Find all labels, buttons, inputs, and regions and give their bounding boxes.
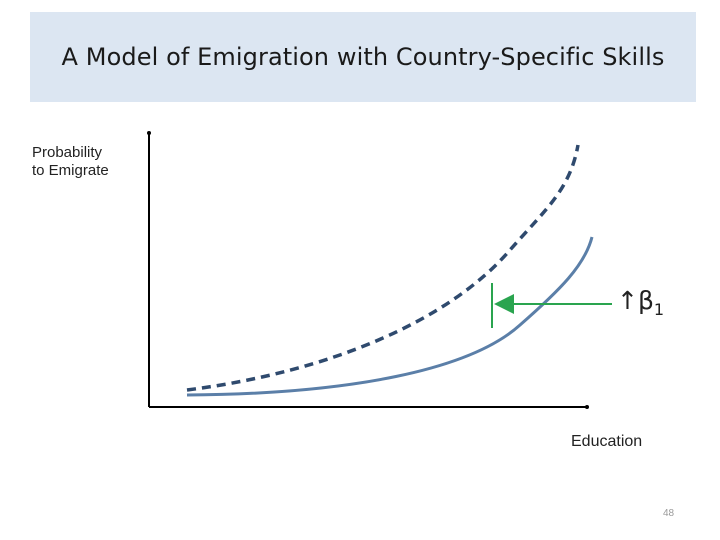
x-axis-tip (585, 405, 589, 409)
beta-shift-label: ↑β1 (617, 286, 664, 319)
baseline-curve (186, 236, 594, 397)
dashed-shifted-curve (186, 144, 580, 392)
beta-symbol: ↑β (617, 286, 654, 315)
beta-subscript: 1 (653, 300, 665, 319)
slide-title: A Model of Emigration with Country-Speci… (61, 43, 665, 71)
title-band: A Model of Emigration with Country-Speci… (30, 12, 696, 102)
x-axis-label: Education (571, 433, 643, 450)
y-axis-tip (147, 131, 151, 135)
y-axis-label: Probability to Emigrate (32, 144, 109, 179)
page-number: 48 (663, 508, 675, 519)
